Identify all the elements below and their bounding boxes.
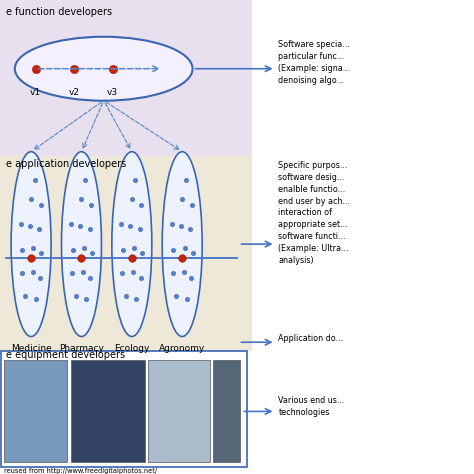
Text: Various end us...
technologies: Various end us... technologies <box>279 396 345 417</box>
Text: Application do...: Application do... <box>279 334 344 343</box>
Text: Specific purpos...
software desig...
enalble functio...
end user by ach...
inter: Specific purpos... software desig... ena… <box>279 161 350 264</box>
Bar <box>71 360 145 462</box>
Text: e application developers: e application developers <box>6 159 126 169</box>
Text: Software specia...
particular func...
(Example: signa...
denoising algo...: Software specia... particular func... (E… <box>279 40 351 85</box>
Bar <box>0 0 252 156</box>
Bar <box>1 351 247 467</box>
Ellipse shape <box>15 36 192 100</box>
Bar <box>213 360 240 462</box>
Text: v1: v1 <box>30 88 41 97</box>
Text: Ecology: Ecology <box>114 344 149 353</box>
Text: e function developers: e function developers <box>6 7 112 17</box>
Text: reused from http://www.freedigitalphotos.net/: reused from http://www.freedigitalphotos… <box>4 468 157 474</box>
Text: Agronomy: Agronomy <box>159 344 205 353</box>
Text: v2: v2 <box>69 88 80 97</box>
Text: Pharmacy: Pharmacy <box>59 344 104 353</box>
Bar <box>4 360 67 462</box>
Ellipse shape <box>162 152 202 337</box>
Text: Medicine: Medicine <box>11 344 52 353</box>
Bar <box>0 156 252 351</box>
Bar <box>148 360 210 462</box>
Ellipse shape <box>112 152 152 337</box>
Text: v3: v3 <box>107 88 118 97</box>
Text: e equipment developers: e equipment developers <box>6 350 125 360</box>
Ellipse shape <box>62 152 101 337</box>
Ellipse shape <box>11 152 51 337</box>
